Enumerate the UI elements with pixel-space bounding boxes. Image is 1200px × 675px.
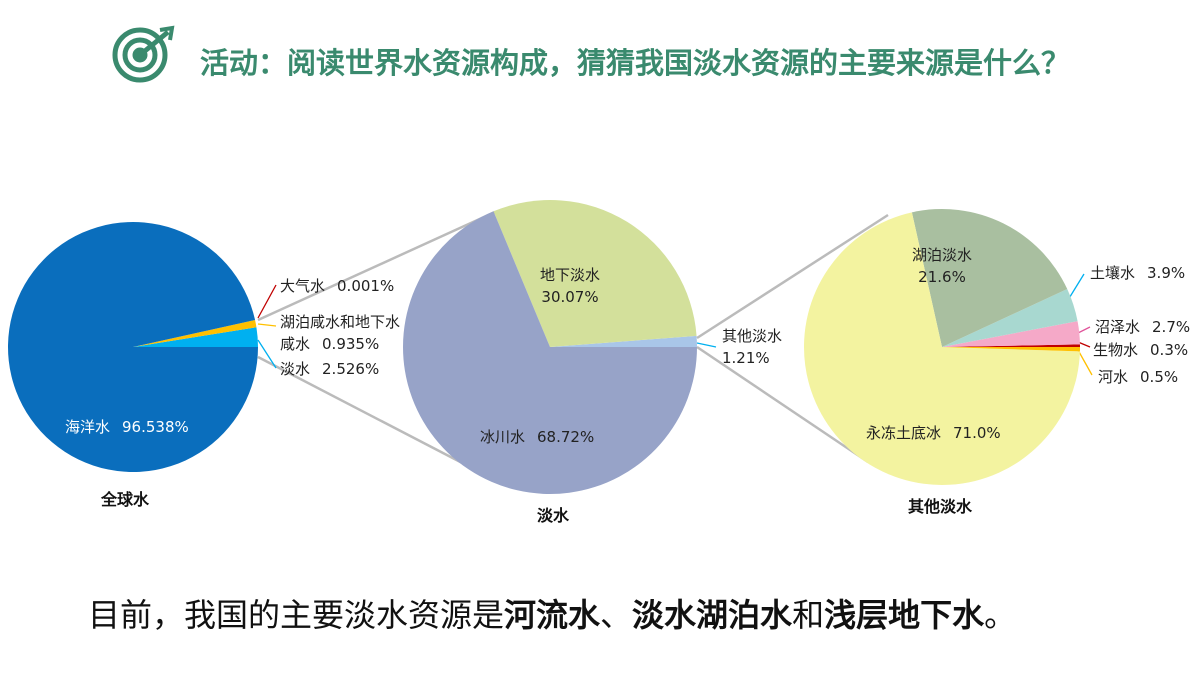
value-label: 2.7% — [1152, 318, 1191, 336]
slide-title: 活动：阅读世界水资源构成，猜猜我国淡水资源的主要来源是什么？ — [200, 46, 1071, 80]
category-label: 河水 — [1098, 368, 1129, 386]
slice-label: 淡水 2.526% — [280, 358, 379, 380]
slice-label: 冰川水 68.72% — [480, 426, 594, 448]
slice-label: 生物水 0.3% — [1093, 339, 1188, 361]
value-label: 0.001% — [337, 277, 395, 295]
category-label: 土壤水 — [1090, 264, 1136, 282]
value-label: 71.0% — [953, 424, 1001, 442]
pie-slice — [550, 335, 697, 347]
category-label: 永冻土底冰 — [866, 424, 942, 442]
conclusion-segment: 和 — [792, 596, 825, 634]
pie-slice — [133, 320, 257, 347]
category-label: 淡水 — [280, 360, 311, 378]
pie-title: 全球水 — [100, 490, 150, 509]
value-label: 68.72% — [537, 428, 595, 446]
slice-label: 沼泽水 2.7% — [1095, 316, 1190, 338]
category-label: 沼泽水 — [1095, 318, 1141, 336]
pie-slice — [942, 347, 1080, 352]
value-label: 0.3% — [1150, 341, 1189, 359]
slice-label: 海洋水 96.538% — [65, 416, 189, 438]
pie-slice — [804, 212, 1080, 486]
conclusion-segment: 河流水 — [504, 596, 601, 634]
pie-slice — [942, 289, 1078, 347]
category-label: 其他淡水 — [722, 327, 783, 345]
conclusion-segment: 淡水湖泊水 — [632, 596, 793, 634]
value-label: 0.935% — [322, 335, 380, 353]
conclusion-segment: 浅层地下水 — [824, 596, 985, 634]
conclusion-segment: 目前，我国的主要淡水资源是 — [88, 596, 505, 634]
slice-label: 其他淡水 1.21% — [722, 325, 782, 369]
slice-label: 河水 0.5% — [1098, 366, 1178, 388]
pie-slice — [493, 200, 697, 347]
value-label: 3.9% — [1147, 264, 1186, 282]
pie-slice — [133, 327, 258, 347]
pie-slice — [8, 222, 259, 473]
category-label: 湖泊咸水和地下水咸水 — [280, 313, 401, 353]
category-label: 湖泊淡水 — [911, 246, 973, 264]
slice-label: 湖泊咸水和地下水咸水 0.935% — [280, 311, 405, 355]
slice-label: 永冻土底冰 71.0% — [866, 422, 1001, 444]
value-label: 2.526% — [322, 360, 380, 378]
value-label: 0.5% — [1140, 368, 1179, 386]
conclusion: 目前，我国的主要淡水资源是河流水、淡水湖泊水和浅层地下水。 — [88, 590, 1016, 636]
value-label: 1.21% — [722, 349, 770, 367]
pie-slice — [942, 321, 1080, 347]
value-label: 30.07% — [541, 288, 599, 306]
category-label: 大气水 — [280, 277, 326, 295]
category-label: 海洋水 — [65, 418, 111, 436]
value-label: 96.538% — [122, 418, 189, 436]
category-label: 生物水 — [1093, 341, 1139, 359]
value-label: 21.6% — [918, 268, 966, 286]
conclusion-segment: 。 — [984, 596, 1017, 634]
category-label: 地下淡水 — [539, 266, 601, 284]
target-icon — [112, 25, 175, 83]
slice-label: 大气水 0.001% — [280, 275, 394, 297]
conclusion-segment: 、 — [600, 596, 633, 634]
pie-title: 淡水 — [536, 506, 570, 525]
slice-label: 土壤水 3.9% — [1090, 262, 1185, 284]
pie-title: 其他淡水 — [907, 497, 973, 516]
slice-label: 地下淡水 30.07% — [540, 264, 600, 308]
pie-slice — [942, 344, 1080, 347]
pie-slice — [403, 211, 697, 494]
pie-slice — [133, 320, 256, 347]
pie-slice — [911, 208, 1068, 347]
slice-label: 湖泊淡水 21.6% — [912, 244, 972, 288]
category-label: 冰川水 — [480, 428, 526, 446]
leader-lines — [257, 273, 1093, 376]
